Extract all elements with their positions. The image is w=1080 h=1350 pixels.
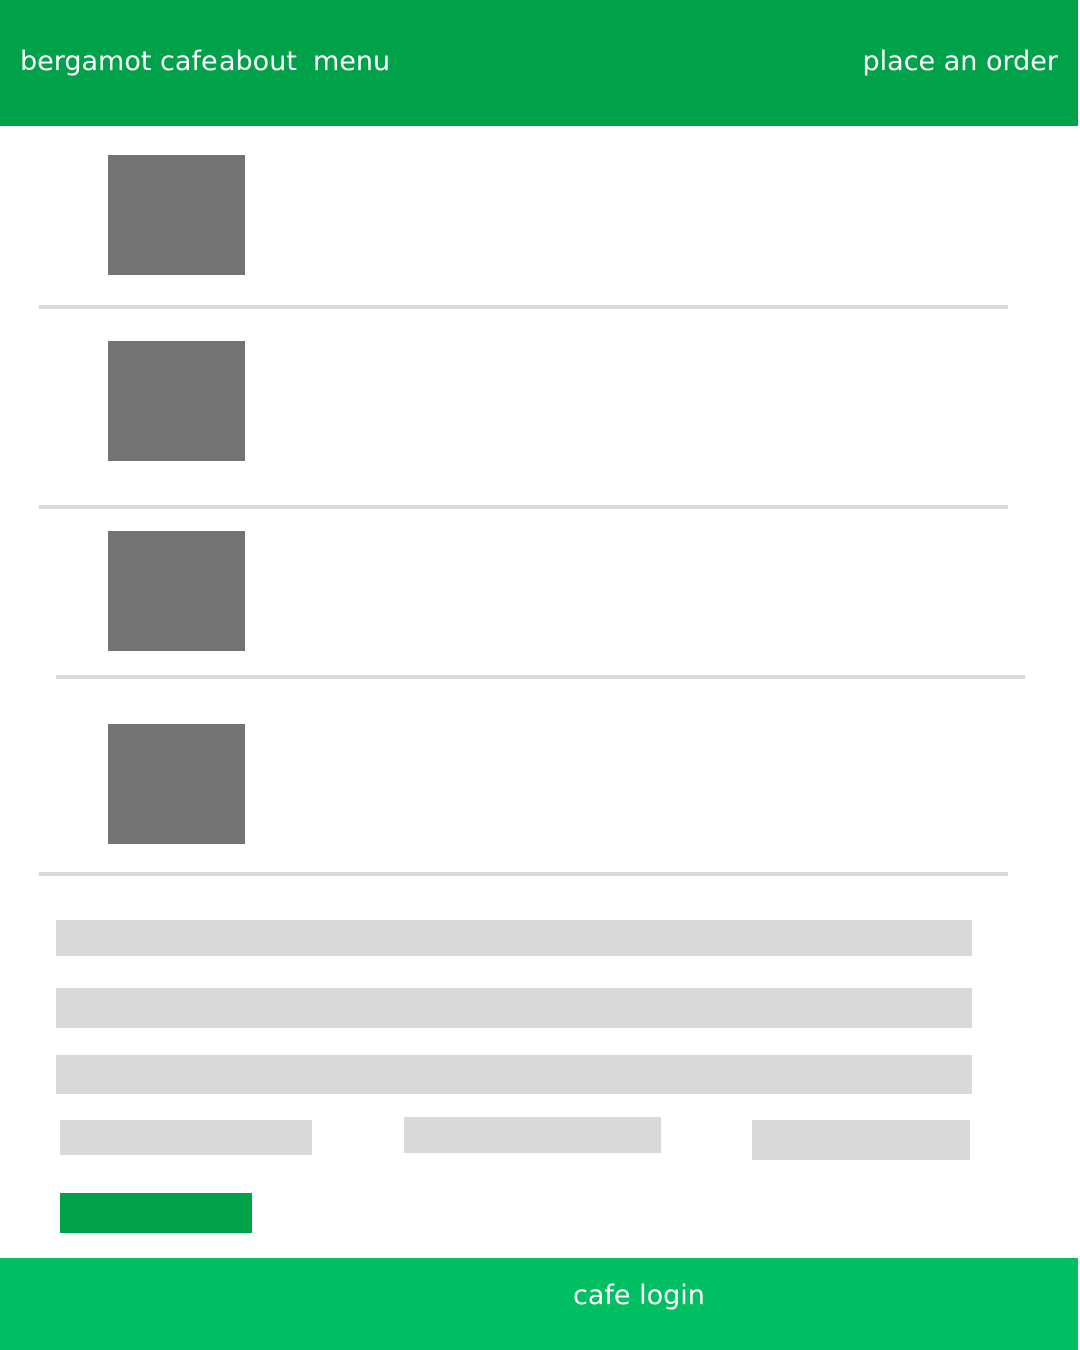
top-navigation-bar bbox=[0, 0, 1078, 126]
order-form-field[interactable] bbox=[56, 988, 972, 1028]
order-form-field-small[interactable] bbox=[752, 1120, 970, 1160]
place-order-link[interactable]: place an order bbox=[862, 46, 1058, 77]
menu-link[interactable]: menu bbox=[313, 46, 391, 77]
menu-item-image bbox=[108, 155, 245, 275]
item-divider bbox=[39, 505, 1008, 509]
brand-link[interactable]: bergamot cafe bbox=[20, 46, 218, 77]
item-divider bbox=[39, 872, 1008, 876]
item-divider bbox=[39, 305, 1008, 309]
menu-item-image bbox=[108, 724, 245, 844]
footer-bar bbox=[0, 1258, 1078, 1350]
order-form-field-small[interactable] bbox=[60, 1120, 312, 1155]
menu-item-image bbox=[108, 531, 245, 651]
menu-item-image bbox=[108, 341, 245, 461]
cafe-login-link[interactable]: cafe login bbox=[573, 1280, 705, 1311]
order-form-field[interactable] bbox=[56, 1055, 972, 1094]
about-link[interactable]: about bbox=[219, 46, 297, 77]
order-form-field-small[interactable] bbox=[404, 1117, 661, 1153]
item-divider bbox=[56, 675, 1025, 679]
order-form-field[interactable] bbox=[56, 920, 972, 956]
submit-order-button[interactable] bbox=[60, 1193, 252, 1233]
